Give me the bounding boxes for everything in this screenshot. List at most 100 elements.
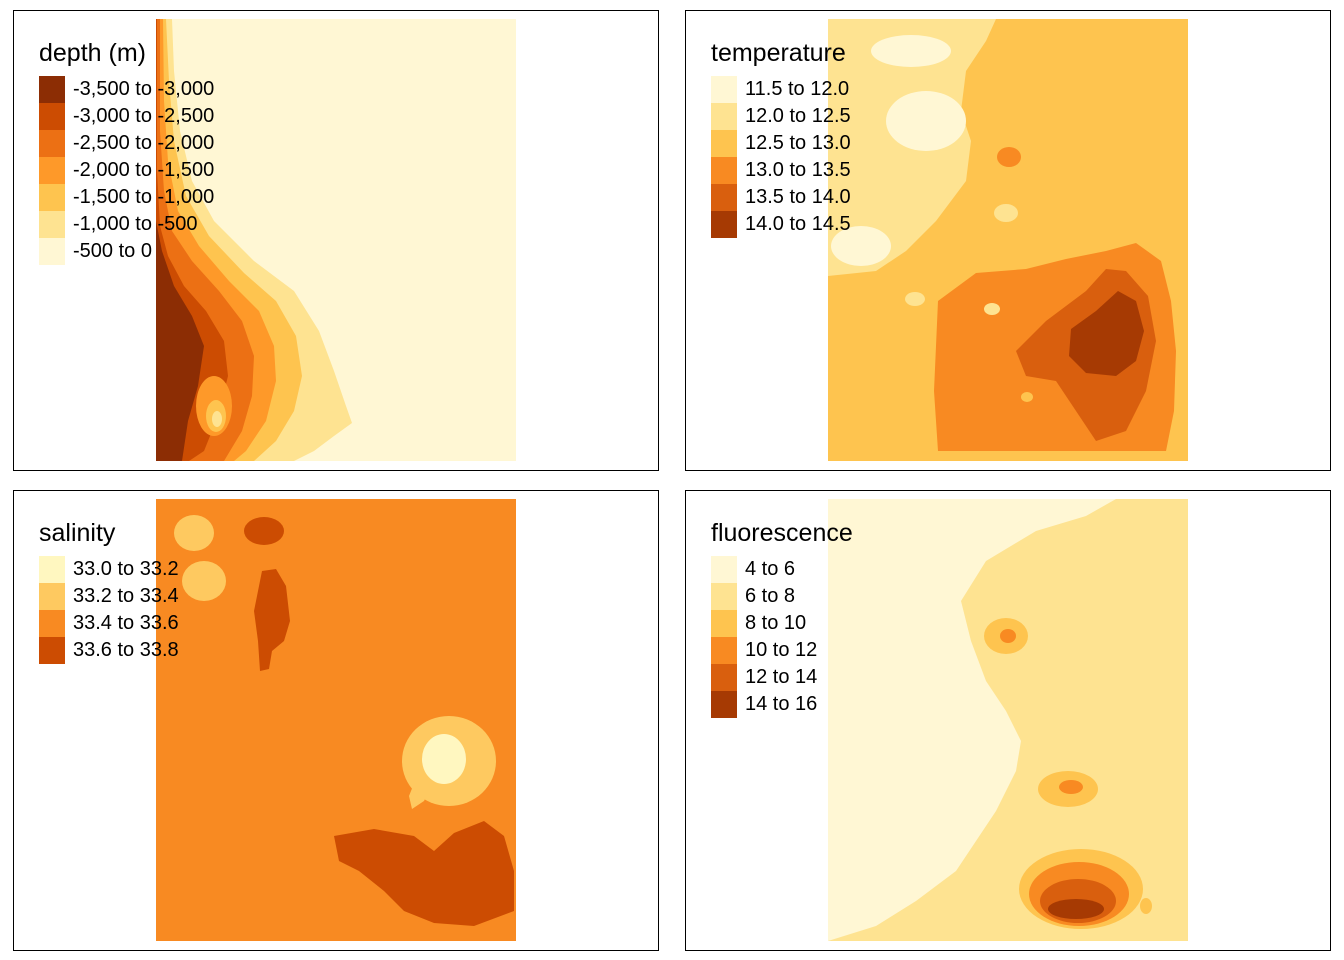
legend-items: 11.5 to 12.0 12.0 to 12.5 12.5 to 13.0 13.0… [711, 76, 851, 238]
legend-item: -1,500 to -1,000 [39, 184, 214, 211]
legend-swatch [711, 556, 737, 583]
fluorescence-spot [1140, 898, 1152, 914]
legend-label: 13.5 to 14.0 [745, 186, 851, 208]
legend: fluorescence 4 to 6 6 to 8 8 to 10 10 to 12… [711, 517, 853, 718]
legend: depth (m) -3,500 to -3,000 -3,000 to -2,5… [39, 37, 214, 265]
legend-label: 10 to 12 [745, 639, 818, 661]
legend-item: 13.5 to 14.0 [711, 184, 851, 211]
legend-label: 33.0 to 33.2 [73, 558, 179, 580]
legend-swatch [39, 211, 65, 238]
legend-swatch [711, 130, 737, 157]
temperature-spot-c [905, 292, 925, 306]
legend-items: -3,500 to -3,000 -3,000 to -2,500 -2,500 t… [39, 76, 214, 265]
legend-swatch [711, 637, 737, 664]
legend-item: 13.0 to 13.5 [711, 157, 851, 184]
fluorescence-map-panel: fluorescence 4 to 6 6 to 8 8 to 10 10 to 12… [685, 490, 1331, 951]
salinity-patch-33-6-a [244, 517, 284, 545]
legend-swatch [39, 583, 65, 610]
legend-swatch [711, 211, 737, 238]
legend-item: 33.6 to 33.8 [39, 637, 179, 664]
legend-swatch [39, 556, 65, 583]
legend-swatch [39, 103, 65, 130]
legend-title: fluorescence [711, 519, 853, 547]
legend-swatch [711, 103, 737, 130]
legend-item: 8 to 10 [711, 610, 853, 637]
legend-item: 33.0 to 33.2 [39, 556, 179, 583]
temperature-spot-d [984, 303, 1000, 315]
legend-item: -1,000 to -500 [39, 211, 214, 238]
fluorescence-ring-a-inner [1000, 629, 1016, 643]
depth-map-panel: depth (m) -3,500 to -3,000 -3,000 to -2,5… [13, 10, 659, 471]
fluorescence-zone-4-6 [828, 499, 1116, 941]
legend-label: 13.0 to 13.5 [745, 159, 851, 181]
legend-item: 10 to 12 [711, 637, 853, 664]
depth-map [156, 19, 516, 461]
temperature-patch-12-0-a [871, 35, 951, 67]
depth-seamount-top [212, 411, 222, 427]
salinity-patch-33-6-b [254, 569, 290, 671]
legend-label: 8 to 10 [745, 612, 807, 634]
salinity-patch-33-6-c [334, 821, 514, 926]
legend-items: 33.0 to 33.2 33.2 to 33.4 33.4 to 33.6 33.6… [39, 556, 179, 664]
legend-swatch [39, 610, 65, 637]
legend-title: temperature [711, 39, 846, 67]
legend-item: 12.5 to 13.0 [711, 130, 851, 157]
depth-contour-3000 [156, 221, 204, 461]
legend-label: -2,000 to -1,500 [73, 159, 215, 181]
legend-item: -3,500 to -3,000 [39, 76, 214, 103]
temperature-map [828, 19, 1188, 461]
legend-title: salinity [39, 519, 116, 547]
legend-swatch [711, 610, 737, 637]
legend-label: 33.6 to 33.8 [73, 639, 179, 661]
legend-item: 12.0 to 12.5 [711, 103, 851, 130]
legend-swatch [39, 130, 65, 157]
legend-title: depth (m) [39, 39, 146, 67]
legend-label: -2,500 to -2,000 [73, 132, 215, 154]
legend-swatch [39, 184, 65, 211]
legend-label: 33.4 to 33.6 [73, 612, 179, 634]
fluorescence-map [828, 499, 1188, 941]
legend-item: -2,500 to -2,000 [39, 130, 214, 157]
salinity-patch-33-0 [422, 734, 466, 784]
legend-label: 12 to 14 [745, 666, 818, 688]
legend: temperature 11.5 to 12.0 12.0 to 12.5 12.5… [711, 37, 851, 238]
legend: salinity 33.0 to 33.2 33.2 to 33.4 33.4 to… [39, 517, 179, 664]
legend-item: 12 to 14 [711, 664, 853, 691]
legend-swatch [39, 637, 65, 664]
legend-label: -1,000 to -500 [73, 213, 198, 235]
salinity-stem-33-2 [409, 771, 434, 809]
fluorescence-bloom-14-16 [1048, 899, 1104, 919]
legend-item: 6 to 8 [711, 583, 853, 610]
salinity-map [156, 499, 516, 941]
salinity-patch-33-2-b [182, 561, 226, 601]
temperature-zone-14-0 [1069, 291, 1144, 376]
legend-swatch [711, 184, 737, 211]
legend-swatch [711, 76, 737, 103]
legend-swatch [711, 583, 737, 610]
temperature-map-panel: temperature 11.5 to 12.0 12.0 to 12.5 12.5… [685, 10, 1331, 471]
temperature-spot-e [1021, 392, 1033, 402]
salinity-patch-33-2-a [174, 515, 214, 551]
fluorescence-ring-b-inner [1059, 780, 1083, 794]
legend-items: 4 to 6 6 to 8 8 to 10 10 to 12 12 to 14 14 to… [711, 556, 853, 718]
temperature-spot-b [994, 204, 1018, 222]
legend-item: 14 to 16 [711, 691, 853, 718]
legend-label: 12.5 to 13.0 [745, 132, 851, 154]
legend-swatch [39, 157, 65, 184]
legend-item: 14.0 to 14.5 [711, 211, 851, 238]
temperature-spot-a [997, 147, 1021, 167]
legend-item: 33.2 to 33.4 [39, 583, 179, 610]
legend-label: 14 to 16 [745, 693, 818, 715]
legend-label: 14.0 to 14.5 [745, 213, 851, 235]
legend-label: 33.2 to 33.4 [73, 585, 179, 607]
legend-label: -500 to 0 [73, 240, 152, 262]
legend-label: 11.5 to 12.0 [745, 78, 850, 100]
legend-label: -1,500 to -1,000 [73, 186, 215, 208]
fluorescence-patch-4-6 [861, 644, 911, 668]
legend-item: 33.4 to 33.6 [39, 610, 179, 637]
legend-swatch [39, 238, 65, 265]
legend-swatch [711, 664, 737, 691]
legend-label: 12.0 to 12.5 [745, 105, 851, 127]
legend-item: -500 to 0 [39, 238, 214, 265]
legend-swatch [711, 157, 737, 184]
